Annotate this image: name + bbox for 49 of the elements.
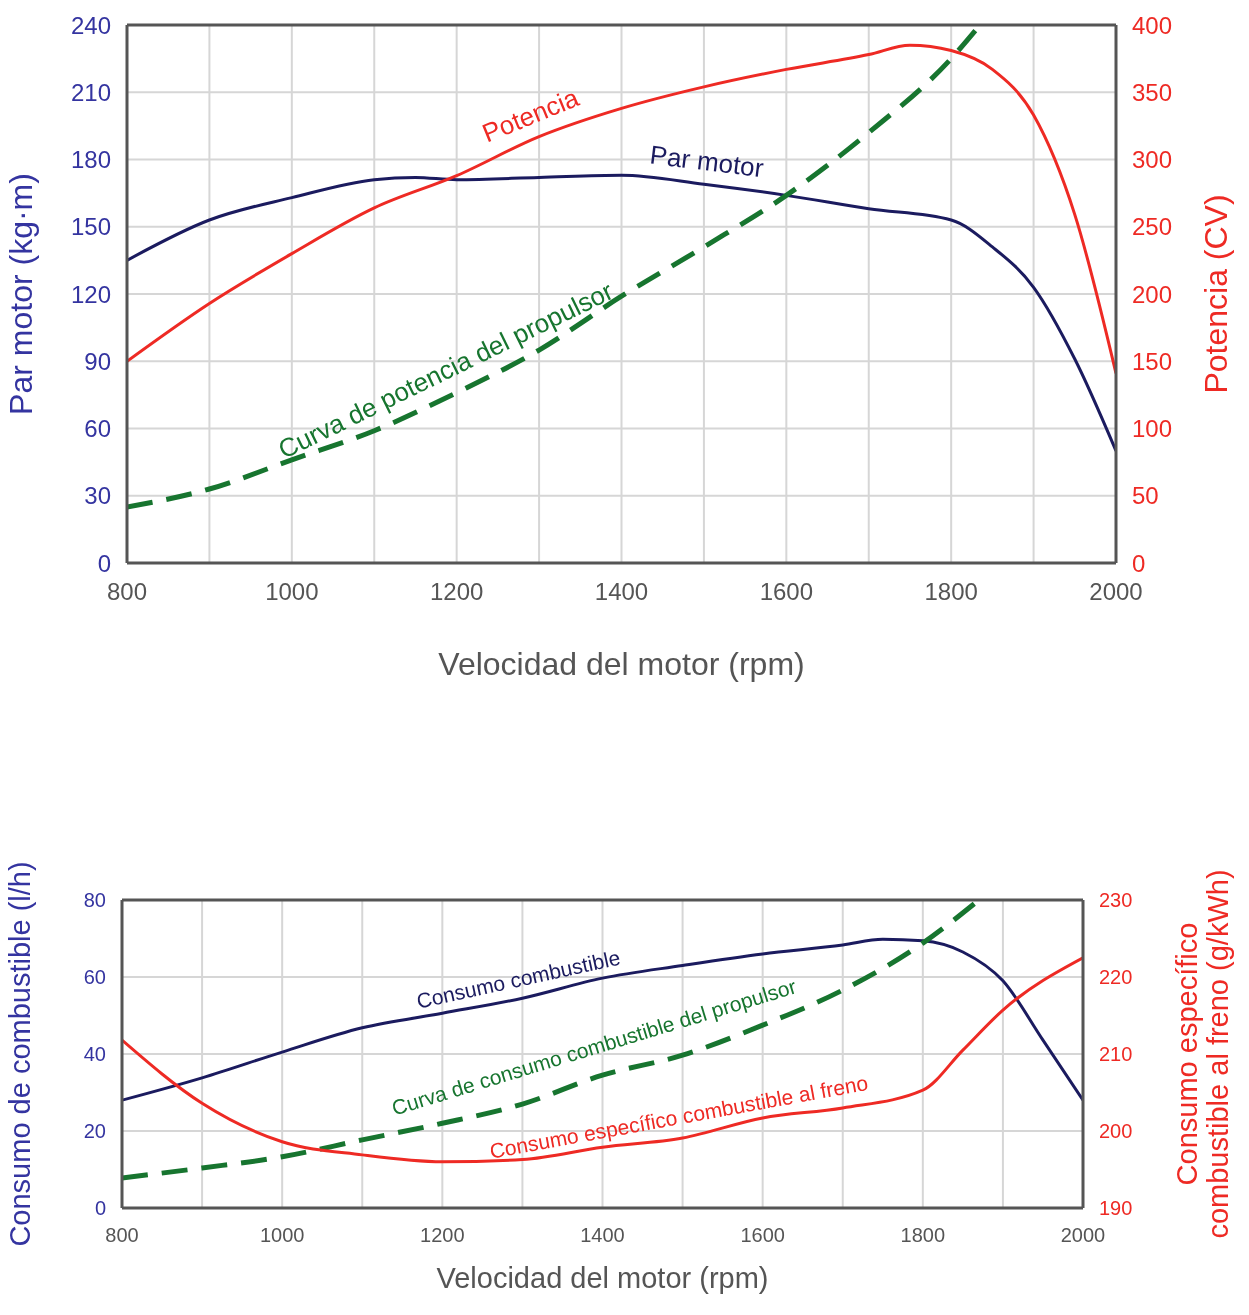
y2-tick-label: 50 bbox=[1132, 482, 1159, 510]
text: Par motor bbox=[648, 139, 766, 184]
y-tick-label: 80 bbox=[83, 889, 106, 912]
x-tick-label: 1600 bbox=[740, 1224, 785, 1247]
y-tick-label: 120 bbox=[70, 280, 111, 308]
x-tick-label: 1800 bbox=[900, 1224, 946, 1247]
y2-tick-label: 190 bbox=[1099, 1197, 1133, 1220]
x-axis-title: Velocidad del motor (rpm) bbox=[438, 646, 805, 682]
x-tick-label: 1400 bbox=[580, 1224, 625, 1247]
y2-tick-label: 150 bbox=[1132, 347, 1173, 375]
x-tick-label: 1800 bbox=[924, 578, 978, 606]
y-axis-title: Consumo de combustible (l/h) bbox=[3, 861, 36, 1247]
y-tick-label: 40 bbox=[83, 1043, 106, 1066]
x-tick-label: 2000 bbox=[1060, 1224, 1106, 1247]
y2-tick-label: 220 bbox=[1099, 966, 1133, 989]
y-tick-label: 20 bbox=[83, 1120, 106, 1143]
y2-tick-label: 210 bbox=[1099, 1043, 1133, 1066]
x-tick-label: 2000 bbox=[1089, 578, 1143, 606]
y2-tick-label: 100 bbox=[1132, 415, 1173, 443]
x-tick-label: 1400 bbox=[594, 578, 649, 606]
y-tick-label: 90 bbox=[84, 347, 111, 375]
x-tick-label: 800 bbox=[105, 1224, 139, 1247]
y-tick-label: 60 bbox=[83, 966, 106, 989]
y-tick-label: 30 bbox=[84, 482, 111, 510]
x-tick-label: 1200 bbox=[420, 1224, 465, 1247]
x-tick-label: 1000 bbox=[265, 578, 319, 606]
y2-axis-title: Consumo específico combustible al freno (g/kWh) bbox=[1171, 869, 1234, 1239]
y-tick-label: 150 bbox=[70, 213, 111, 241]
y2-tick-label: 350 bbox=[1132, 78, 1173, 106]
y-tick-label: 60 bbox=[84, 415, 111, 443]
y2-tick-label: 0 bbox=[1132, 549, 1146, 577]
y2-axis-title: Potencia (CV) bbox=[1197, 194, 1234, 394]
y2-tick-label: 200 bbox=[1099, 1120, 1133, 1143]
y2-tick-label: 250 bbox=[1132, 213, 1173, 241]
x-tick-label: 1600 bbox=[759, 578, 814, 606]
y-tick-label: 240 bbox=[70, 11, 111, 39]
x-tick-label: 800 bbox=[106, 578, 148, 606]
y-tick-label: 180 bbox=[70, 146, 111, 174]
y2-tick-label: 230 bbox=[1099, 889, 1133, 912]
y-tick-label: 0 bbox=[97, 549, 111, 577]
x-tick-label: 1200 bbox=[429, 578, 484, 606]
y2-tick-label: 200 bbox=[1132, 280, 1173, 308]
y2-tick-label: 300 bbox=[1132, 146, 1173, 174]
x-axis-title: Velocidad del motor (rpm) bbox=[436, 1262, 769, 1294]
y-tick-label: 210 bbox=[70, 78, 111, 106]
y-tick-label: 0 bbox=[94, 1197, 106, 1220]
y2-tick-label: 400 bbox=[1132, 11, 1173, 39]
x-tick-label: 1000 bbox=[259, 1224, 305, 1247]
y-axis-title: Par motor (kg·m) bbox=[3, 173, 39, 415]
